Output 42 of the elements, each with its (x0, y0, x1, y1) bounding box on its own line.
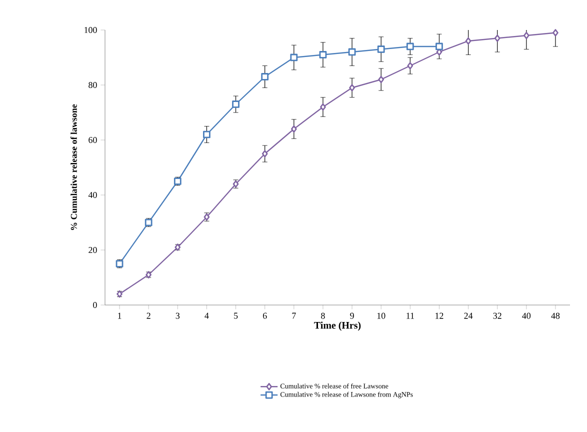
y-tick-label: 60 (88, 136, 97, 144)
x-tick-label: 9 (350, 312, 354, 319)
point (261, 73, 269, 80)
x-tick-label: 3 (176, 312, 180, 319)
y-tick-label: 80 (88, 82, 97, 88)
x-tick-label: 48 (551, 312, 560, 319)
x-tick-label: 4 (204, 312, 209, 319)
x-tick-label: 1 (118, 312, 122, 319)
x-tick-label: 8 (321, 312, 325, 319)
y-tick-label: 0 (93, 302, 97, 308)
x-axis-title: Time (Hrs) (314, 322, 361, 331)
x-tick-label: 6 (262, 312, 267, 319)
point (290, 54, 298, 62)
y-tick-label: 20 (88, 246, 97, 254)
x-tick-label: 2 (146, 312, 150, 319)
point (436, 42, 443, 50)
x-tick-label: 40 (522, 312, 531, 319)
x-tick-label: 7 (292, 312, 296, 319)
point (406, 42, 414, 50)
point (319, 51, 327, 58)
x-tick-label: 11 (406, 312, 414, 319)
x-tick-label: 24 (464, 312, 473, 319)
x-tick-label: 5 (234, 312, 238, 319)
point (378, 76, 384, 84)
point (494, 34, 500, 42)
point (349, 84, 355, 92)
point (377, 46, 385, 53)
point (290, 125, 297, 133)
x-tick-label: 12 (436, 312, 444, 319)
point (203, 130, 210, 138)
y-tick-label: 40 (88, 192, 97, 198)
point (407, 62, 414, 70)
x-tick-label: 10 (377, 312, 386, 319)
point (232, 100, 240, 108)
x-tick-label: 32 (493, 312, 502, 319)
point (348, 48, 356, 56)
y-axis-title: % Cumulative release of lawsone (70, 104, 77, 230)
y-tick-label: 100 (84, 26, 97, 34)
point (552, 29, 558, 36)
point (262, 150, 268, 158)
point (320, 103, 326, 111)
point (465, 37, 472, 45)
